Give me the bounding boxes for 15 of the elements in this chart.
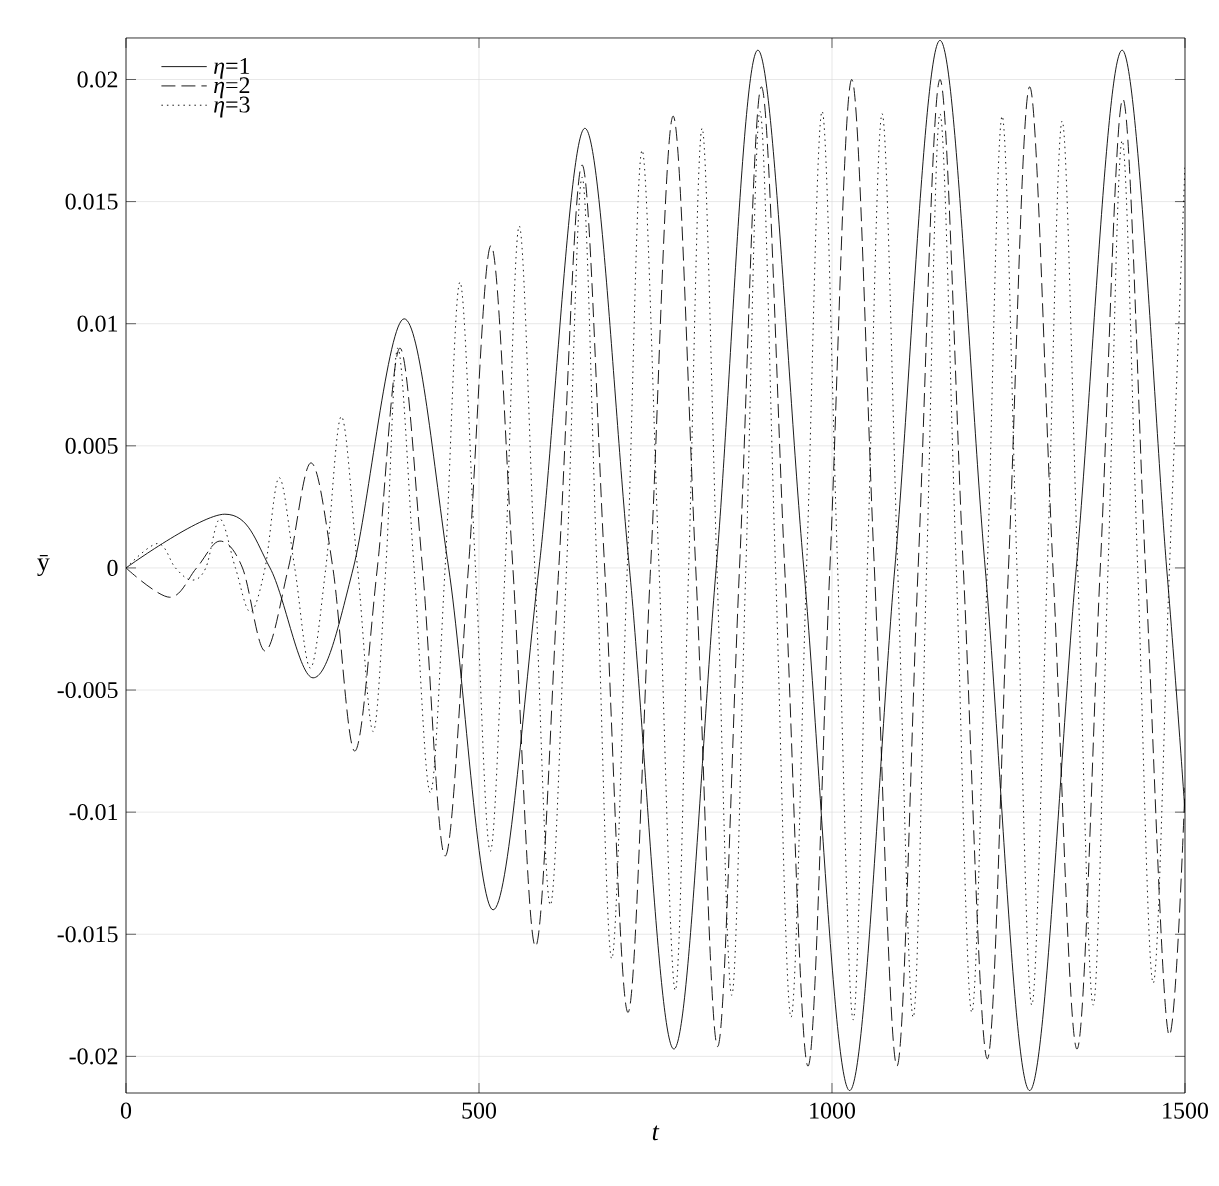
x-tick-label: 0 <box>120 1102 132 1119</box>
y-tick-label: -0.015 <box>57 926 118 943</box>
y-axis-title: ȳ <box>37 554 50 576</box>
x-tick-label: 1000 <box>810 1102 855 1119</box>
y-tick-label: 0.005 <box>65 437 118 454</box>
y-tick-label: -0.01 <box>69 804 118 821</box>
x-tick-label: 1500 <box>1163 1102 1208 1119</box>
y-tick-label: 0.02 <box>77 71 118 88</box>
y-tick-label: -0.02 <box>69 1048 118 1065</box>
x-tick-label: 500 <box>462 1102 497 1119</box>
y-tick-label: 0.015 <box>65 193 118 210</box>
y-tick-label: -0.005 <box>57 681 118 699</box>
x-axis-title: t <box>652 1125 660 1141</box>
y-tick-label: 0.01 <box>77 315 118 332</box>
y-tick-label: 0 <box>107 559 118 576</box>
